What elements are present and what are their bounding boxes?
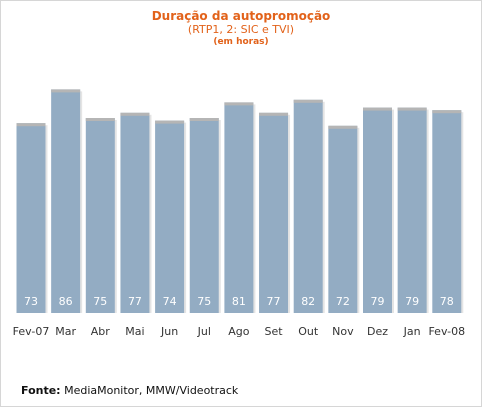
source-label: Fonte: [21,384,61,397]
bar-value-label: 79 [371,295,385,308]
bar [85,118,115,313]
bar [259,112,289,313]
bar [363,107,392,313]
category-label: Ago [228,325,250,338]
source-note: Fonte: MediaMonitor, MMW/Videotrack [21,384,238,397]
category-label: Jun [160,325,178,338]
bar-cap [224,102,254,106]
bar-cap [120,112,150,116]
bar [328,125,358,313]
bar-cap [293,99,323,103]
bar-value-label: 75 [93,295,107,308]
bar-cap [51,89,81,93]
bar [51,89,81,314]
category-label: Jul [197,325,211,338]
bar-value-label: 78 [440,295,454,308]
bar [397,107,427,313]
bar-cap [397,107,427,111]
category-label: Jan [403,325,421,338]
bar-cap [259,112,289,116]
bar-value-label: 75 [197,295,211,308]
bar-value-label: 79 [405,295,419,308]
bar [120,112,150,313]
bar-cap [155,120,185,124]
bar [224,102,254,314]
bar-cap [16,123,46,127]
category-label: Mar [55,325,76,338]
bar [189,118,219,313]
bar-value-label: 73 [24,295,38,308]
bar-value-label: 81 [232,295,246,308]
category-label: Set [265,325,284,338]
category-label: Fev-08 [428,325,465,338]
chart-title: Duração da autopromoção [151,9,331,23]
bar-value-label: 77 [128,295,142,308]
category-label: Fev-07 [13,325,50,338]
bar [293,99,323,313]
bar-value-label: 86 [59,295,73,308]
bar-value-label: 77 [267,295,281,308]
category-label: Abr [91,325,111,338]
category-label: Dez [367,325,388,338]
bar-cap [189,118,219,121]
bar-value-label: 72 [336,295,350,308]
category-label: Out [298,325,319,338]
bar-cap [432,110,462,114]
bar [432,110,462,313]
bar-cap [328,125,358,129]
chart-subtitle: (RTP1, 2: SIC e TVI) [187,23,295,36]
bar-cap [363,107,392,111]
category-label: Nov [332,325,354,338]
category-label: Mai [125,325,144,338]
bar-value-label: 82 [301,295,315,308]
source-text: MediaMonitor, MMW/Videotrack [64,384,239,397]
bar [155,120,185,313]
bar-value-label: 74 [163,295,177,308]
bar [16,123,46,313]
chart-unit: (em horas) [213,37,269,47]
bar-cap [85,118,115,121]
